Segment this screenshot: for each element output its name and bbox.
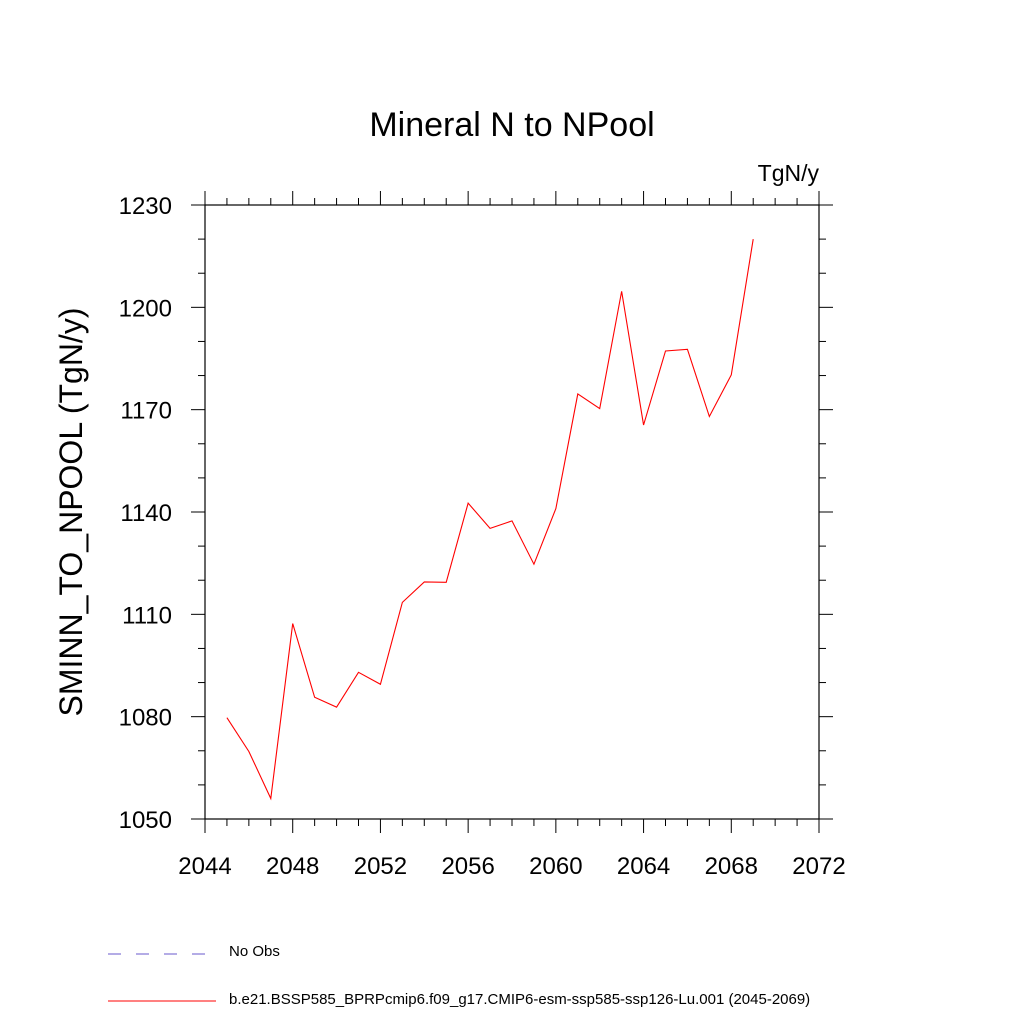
x-tick-label: 2048 — [266, 853, 319, 880]
units-label: TgN/y — [758, 160, 820, 186]
x-tick-label: 2056 — [441, 853, 494, 880]
x-tick-label: 2064 — [617, 853, 670, 880]
y-tick-label: 1200 — [119, 295, 172, 322]
x-tick-label: 2060 — [529, 853, 582, 880]
x-tick-label: 2052 — [354, 853, 407, 880]
y-axis-label: SMINN_TO_NPOOL (TgN/y) — [53, 308, 89, 717]
x-tick-label: 2044 — [178, 853, 231, 880]
series-layer — [226, 239, 754, 801]
y-tick-label: 1050 — [119, 807, 172, 834]
y-tick-label: 1230 — [119, 193, 172, 220]
chart-title: Mineral N to NPool — [369, 106, 654, 144]
x-tick-label: 2068 — [705, 853, 758, 880]
axis-tick-labels: 2044 2048 2052 2056 2060 2064 2068 2072 1050 1080… — [119, 193, 846, 880]
y-tick-label: 1140 — [120, 500, 172, 527]
x-tick-label: 2072 — [792, 853, 845, 880]
plot-frame — [204, 204, 820, 820]
y-tick-label: 1080 — [119, 705, 172, 732]
y-tick-label: 1170 — [120, 398, 172, 425]
legend-lines — [108, 953, 216, 1002]
axis-ticks — [191, 191, 833, 833]
y-tick-label: 1110 — [122, 602, 172, 629]
series-line-0 — [226, 239, 754, 801]
